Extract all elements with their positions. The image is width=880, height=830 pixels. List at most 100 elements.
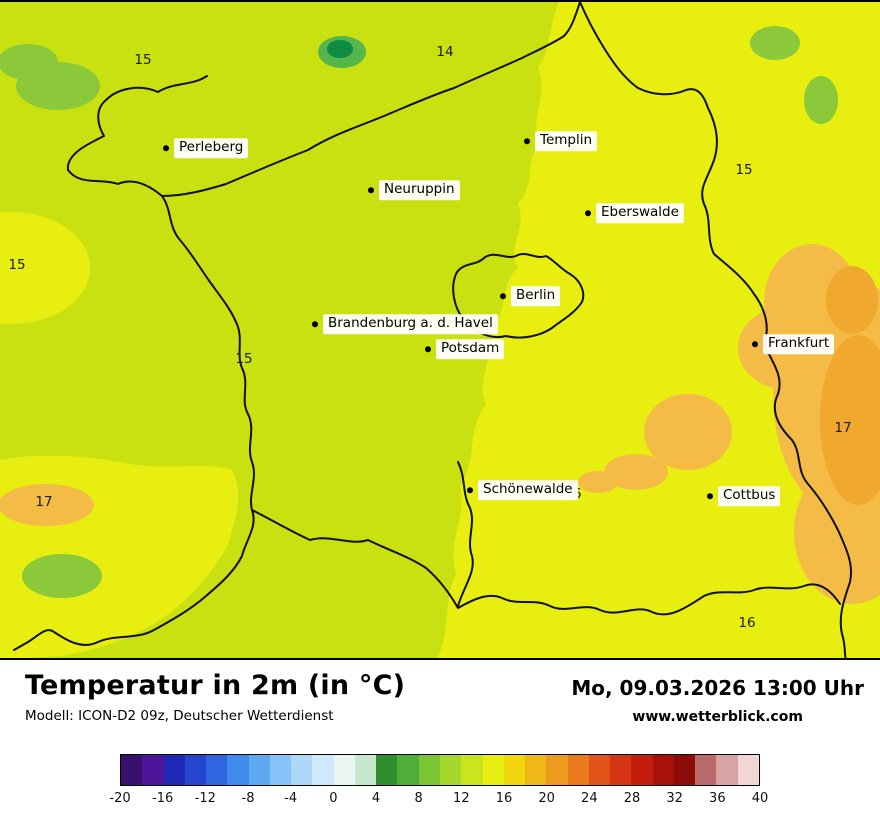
legend-segment <box>610 755 632 785</box>
temp-label: 15 <box>8 257 26 273</box>
legend-segment <box>418 755 440 785</box>
city-marker-eberswalde: Eberswalde <box>585 203 684 223</box>
legend-labels: -20 -16 -12 -8 -4 0 4 8 12 16 20 24 28 3… <box>109 791 768 809</box>
legend-label: 40 <box>751 791 769 806</box>
legend-label: 4 <box>371 791 381 806</box>
temp-label: 17 <box>35 494 53 510</box>
website-url: www.wetterblick.com <box>632 709 803 725</box>
city-dot <box>312 320 318 327</box>
forecast-datetime: Mo, 09.03.2026 13:00 Uhr <box>571 676 864 700</box>
legend-segment <box>631 755 653 785</box>
city-label: Neuruppin <box>379 180 460 200</box>
legend-segment <box>269 755 292 785</box>
legend-segment <box>567 755 589 785</box>
city-label: Perleberg <box>174 138 249 158</box>
legend-label: 32 <box>666 791 683 806</box>
legend-label: 24 <box>581 791 598 806</box>
border-north-east <box>66 1 852 660</box>
legend-bar <box>120 754 760 786</box>
legend-segment <box>439 755 462 785</box>
legend-label: 0 <box>329 791 338 806</box>
city-marker-templin: Templin <box>524 131 598 151</box>
model-info: Modell: ICON-D2 09z, Deutscher Wetterdie… <box>25 708 334 724</box>
city-label: Templin <box>535 131 598 151</box>
legend-label: -8 <box>241 791 255 806</box>
title-block: Temperatur in 2m (in °C) Modell: ICON-D2… <box>25 670 405 724</box>
cool-spot-inner <box>327 40 353 58</box>
legend-label: 16 <box>495 791 513 806</box>
city-dot <box>707 492 713 499</box>
legend-label: -20 <box>109 791 131 806</box>
state-borders <box>13 1 852 660</box>
legend-label: -16 <box>152 791 174 806</box>
city-dot <box>467 486 473 493</box>
legend-segment <box>376 755 398 785</box>
legend-segment <box>333 755 355 785</box>
city-marker-brandenburg: Brandenburg a. d. Havel <box>312 314 498 334</box>
temp-label: 15 <box>735 162 753 178</box>
legend-segment <box>291 755 313 785</box>
city-label: Schönewalde <box>478 480 578 500</box>
temp-label: 16 <box>738 615 756 631</box>
legend-label: 28 <box>623 791 641 806</box>
city-dot <box>425 345 431 352</box>
page-title: Temperatur in 2m (in °C) <box>25 670 406 701</box>
legend-segment <box>525 755 547 785</box>
temp-label: 15 <box>235 351 253 367</box>
legend-segment <box>312 755 334 785</box>
temp-label: 15 <box>134 52 152 68</box>
city-label: Brandenburg a. d. Havel <box>323 314 498 334</box>
legend-segment <box>184 755 207 785</box>
city-marker-neuruppin: Neuruppin <box>368 180 460 200</box>
legend-segment <box>461 755 483 785</box>
temperature-legend: -20 -16 -12 -8 -4 0 4 8 12 16 20 24 28 3… <box>109 754 768 809</box>
info-panel: Temperatur in 2m (in °C) Modell: ICON-D2… <box>0 660 880 830</box>
city-label: Berlin <box>511 286 561 306</box>
legend-segment <box>163 755 185 785</box>
legend-label: 8 <box>414 791 423 806</box>
city-dot <box>585 209 591 216</box>
city-dot <box>368 186 374 193</box>
temp-label: 17 <box>834 420 852 436</box>
legend-segment <box>227 755 249 785</box>
legend-segment <box>397 755 419 785</box>
legend-segment <box>652 755 674 785</box>
legend-label: 20 <box>538 791 555 806</box>
legend-segment <box>546 755 568 785</box>
city-label: Potsdam <box>436 339 505 359</box>
legend-segment <box>121 755 143 785</box>
city-dot <box>500 292 506 299</box>
city-dot <box>524 137 530 144</box>
legend-label: -4 <box>284 791 298 806</box>
city-label: Eberswalde <box>596 203 684 223</box>
legend-segment <box>142 755 164 785</box>
map-orange-core <box>820 266 880 505</box>
legend-segment <box>716 755 738 785</box>
temperature-map: Perleberg Templin Neuruppin Eberswalde B… <box>0 0 880 660</box>
legend-label: 36 <box>709 791 726 806</box>
city-marker-potsdam: Potsdam <box>425 339 505 359</box>
legend-segment <box>503 755 526 785</box>
legend-segment <box>248 755 270 785</box>
city-marker-berlin: Berlin <box>500 286 561 306</box>
border-inner-south <box>457 461 474 607</box>
legend-label: -12 <box>194 791 216 806</box>
legend-segment <box>482 755 504 785</box>
city-dot <box>163 144 169 151</box>
city-marker-frankfurt: Frankfurt <box>752 334 835 354</box>
legend-segment <box>673 755 696 785</box>
datetime-block: Mo, 09.03.2026 13:00 Uhr www.wetterblick… <box>571 676 864 725</box>
temp-label: 14 <box>436 44 454 60</box>
legend-label: 12 <box>453 791 470 806</box>
legend-segment <box>206 755 228 785</box>
city-marker-schoenewalde: Schönewalde <box>467 480 578 500</box>
city-marker-cottbus: Cottbus <box>707 486 781 506</box>
map-green-patches <box>0 26 838 598</box>
legend-segment <box>588 755 611 785</box>
border-west <box>13 195 255 651</box>
city-marker-perleberg: Perleberg <box>163 138 249 158</box>
legend-segment <box>695 755 717 785</box>
legend-segment <box>737 755 759 785</box>
border-south <box>251 509 841 616</box>
